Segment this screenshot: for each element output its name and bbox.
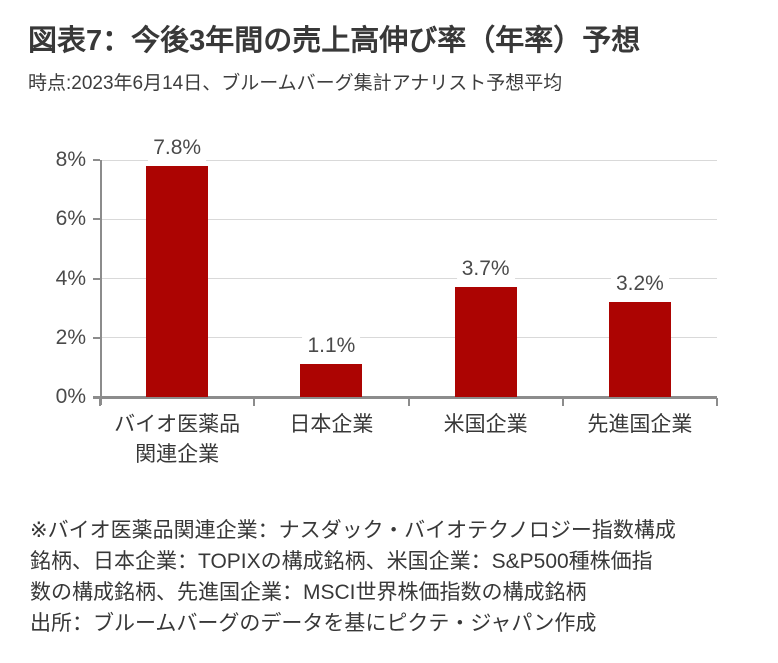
y-axis-label: 6% [55, 207, 86, 231]
y-tick [93, 218, 100, 221]
footnote-line-3: 数の構成銘柄、先進国企業：MSCI世界株価指数の構成銘柄 [30, 581, 587, 604]
chart-bar [608, 302, 671, 397]
footnote: ※バイオ医薬品関連企業：ナスダック・バイオテクノロジー指数構成 銘柄、日本企業：… [30, 515, 760, 639]
x-tick [407, 398, 410, 406]
source-line: 出所：ブルームバーグのデータを基にピクテ・ジャパン作成 [30, 612, 597, 635]
footnote-line-1: ※バイオ医薬品関連企業：ナスダック・バイオテクノロジー指数構成 [30, 519, 676, 542]
figure-title: 図表7：今後3年間の売上高伸び率（年率）予想 [28, 25, 641, 57]
bar-value-label: 7.8% [148, 134, 207, 161]
chart-bar [146, 165, 209, 397]
y-tick [93, 336, 100, 339]
footnote-line-2: 銘柄、日本企業：TOPIXの構成銘柄、米国企業：S&P500種株価指 [30, 550, 653, 573]
x-tick [716, 398, 718, 406]
x-category-label: 日本企業 [289, 413, 374, 436]
y-axis-label: 8% [55, 148, 86, 171]
bar-value-label: 3.7% [456, 256, 515, 283]
x-tick [561, 398, 564, 406]
chart-bar [454, 287, 517, 397]
y-axis-line [100, 160, 102, 405]
y-axis-label: 4% [55, 266, 86, 290]
x-tick [99, 398, 101, 406]
chart-bar [300, 364, 363, 397]
y-axis-label: 2% [55, 325, 86, 349]
figure-subtitle: 時点:2023年6月14日、ブルームバーグ集計アナリスト予想平均 [28, 73, 563, 94]
y-axis-label: 0% [55, 385, 86, 408]
y-gridline [100, 278, 717, 279]
x-category-label: 米国企業 [443, 413, 528, 436]
y-tick [93, 277, 100, 280]
bar-chart: 0% 2% 4% 6% 8% 7.8% バイオ医薬品 関連企業 1.1% 日本企業 3.7% 米国企… [55, 134, 718, 466]
y-gridline [100, 159, 717, 161]
y-gridline [100, 337, 717, 339]
y-gridline [100, 218, 717, 220]
bar-value-label: 3.2% [610, 271, 669, 298]
x-tick [253, 398, 256, 406]
bar-value-label: 1.1% [302, 333, 361, 360]
x-category-label: 先進国企業 [587, 413, 693, 436]
x-category-label: バイオ医薬品 関連企業 [114, 413, 241, 466]
x-axis-line [93, 396, 717, 399]
y-tick [93, 159, 100, 161]
